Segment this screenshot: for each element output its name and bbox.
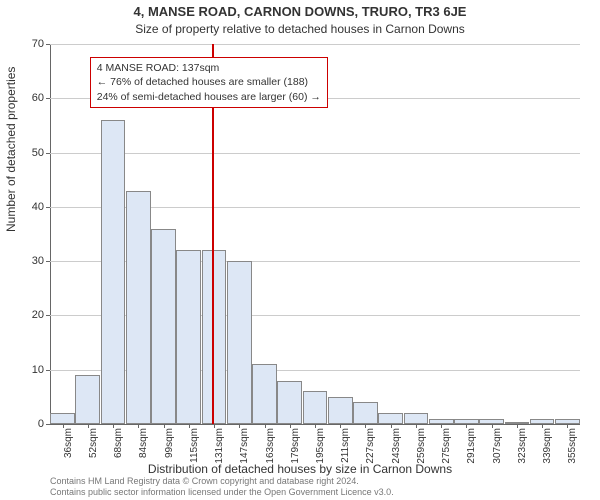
ytick-mark bbox=[46, 370, 50, 371]
attribution-line-1: Contains HM Land Registry data © Crown c… bbox=[50, 476, 394, 487]
y-axis-label: Number of detached properties bbox=[4, 67, 18, 232]
xtick-label: 243sqm bbox=[391, 428, 402, 464]
xtick-label: 259sqm bbox=[416, 428, 427, 464]
ytick-label: 60 bbox=[32, 92, 44, 104]
ytick-label: 0 bbox=[38, 418, 44, 430]
ytick-label: 70 bbox=[32, 38, 44, 50]
ytick-label: 30 bbox=[32, 255, 44, 267]
ytick-label: 50 bbox=[32, 147, 44, 159]
xtick-label: 179sqm bbox=[290, 428, 301, 464]
ytick-mark bbox=[46, 153, 50, 154]
ytick-label: 40 bbox=[32, 201, 44, 213]
xtick-label: 307sqm bbox=[492, 428, 503, 464]
ytick-mark bbox=[46, 44, 50, 45]
histogram-chart: 4, MANSE ROAD, CARNON DOWNS, TRURO, TR3 … bbox=[0, 0, 600, 500]
xtick-label: 52sqm bbox=[88, 428, 99, 458]
xtick-label: 291sqm bbox=[466, 428, 477, 464]
xtick-label: 195sqm bbox=[315, 428, 326, 464]
ytick-mark bbox=[46, 98, 50, 99]
ytick-label: 10 bbox=[32, 364, 44, 376]
xtick-label: 68sqm bbox=[113, 428, 124, 458]
annotation-line: ← 76% of detached houses are smaller (18… bbox=[97, 75, 321, 89]
histogram-bar bbox=[328, 397, 353, 424]
plot-area: 01020304050607036sqm52sqm68sqm84sqm99sqm… bbox=[50, 44, 580, 424]
histogram-bar bbox=[252, 364, 277, 424]
histogram-bar bbox=[227, 261, 252, 424]
histogram-bar bbox=[75, 375, 100, 424]
ytick-mark bbox=[46, 261, 50, 262]
histogram-bar bbox=[277, 381, 302, 424]
histogram-bar bbox=[151, 229, 176, 424]
ytick-mark bbox=[46, 315, 50, 316]
chart-title-1: 4, MANSE ROAD, CARNON DOWNS, TRURO, TR3 … bbox=[0, 4, 600, 19]
xtick-label: 36sqm bbox=[63, 428, 74, 458]
annotation-line: 4 MANSE ROAD: 137sqm bbox=[97, 61, 321, 75]
histogram-bar bbox=[126, 191, 151, 424]
histogram-bar bbox=[101, 120, 126, 424]
xtick-label: 147sqm bbox=[239, 428, 250, 464]
ytick-mark bbox=[46, 207, 50, 208]
xtick-label: 131sqm bbox=[214, 428, 225, 464]
histogram-bar bbox=[303, 391, 328, 424]
histogram-bar bbox=[176, 250, 201, 424]
x-axis-label: Distribution of detached houses by size … bbox=[0, 462, 600, 476]
xtick-label: 323sqm bbox=[517, 428, 528, 464]
xtick-label: 99sqm bbox=[164, 428, 175, 458]
y-axis-line bbox=[50, 44, 51, 424]
histogram-bar bbox=[202, 250, 227, 424]
ytick-mark bbox=[46, 424, 50, 425]
attribution-text: Contains HM Land Registry data © Crown c… bbox=[50, 476, 394, 499]
histogram-bar bbox=[404, 413, 429, 424]
xtick-label: 84sqm bbox=[138, 428, 149, 458]
xtick-label: 339sqm bbox=[542, 428, 553, 464]
xtick-label: 115sqm bbox=[189, 428, 200, 463]
xtick-label: 163sqm bbox=[265, 428, 276, 464]
xtick-label: 355sqm bbox=[567, 428, 578, 464]
histogram-bar bbox=[353, 402, 378, 424]
histogram-bar bbox=[378, 413, 403, 424]
xtick-label: 211sqm bbox=[340, 428, 351, 463]
histogram-bar bbox=[50, 413, 75, 424]
xtick-label: 275sqm bbox=[441, 428, 452, 464]
attribution-line-2: Contains public sector information licen… bbox=[50, 487, 394, 498]
chart-title-2: Size of property relative to detached ho… bbox=[0, 22, 600, 36]
annotation-box: 4 MANSE ROAD: 137sqm← 76% of detached ho… bbox=[90, 57, 328, 108]
ytick-label: 20 bbox=[32, 309, 44, 321]
gridline bbox=[50, 44, 580, 45]
xtick-label: 227sqm bbox=[365, 428, 376, 464]
gridline bbox=[50, 153, 580, 154]
annotation-line: 24% of semi-detached houses are larger (… bbox=[97, 90, 321, 104]
